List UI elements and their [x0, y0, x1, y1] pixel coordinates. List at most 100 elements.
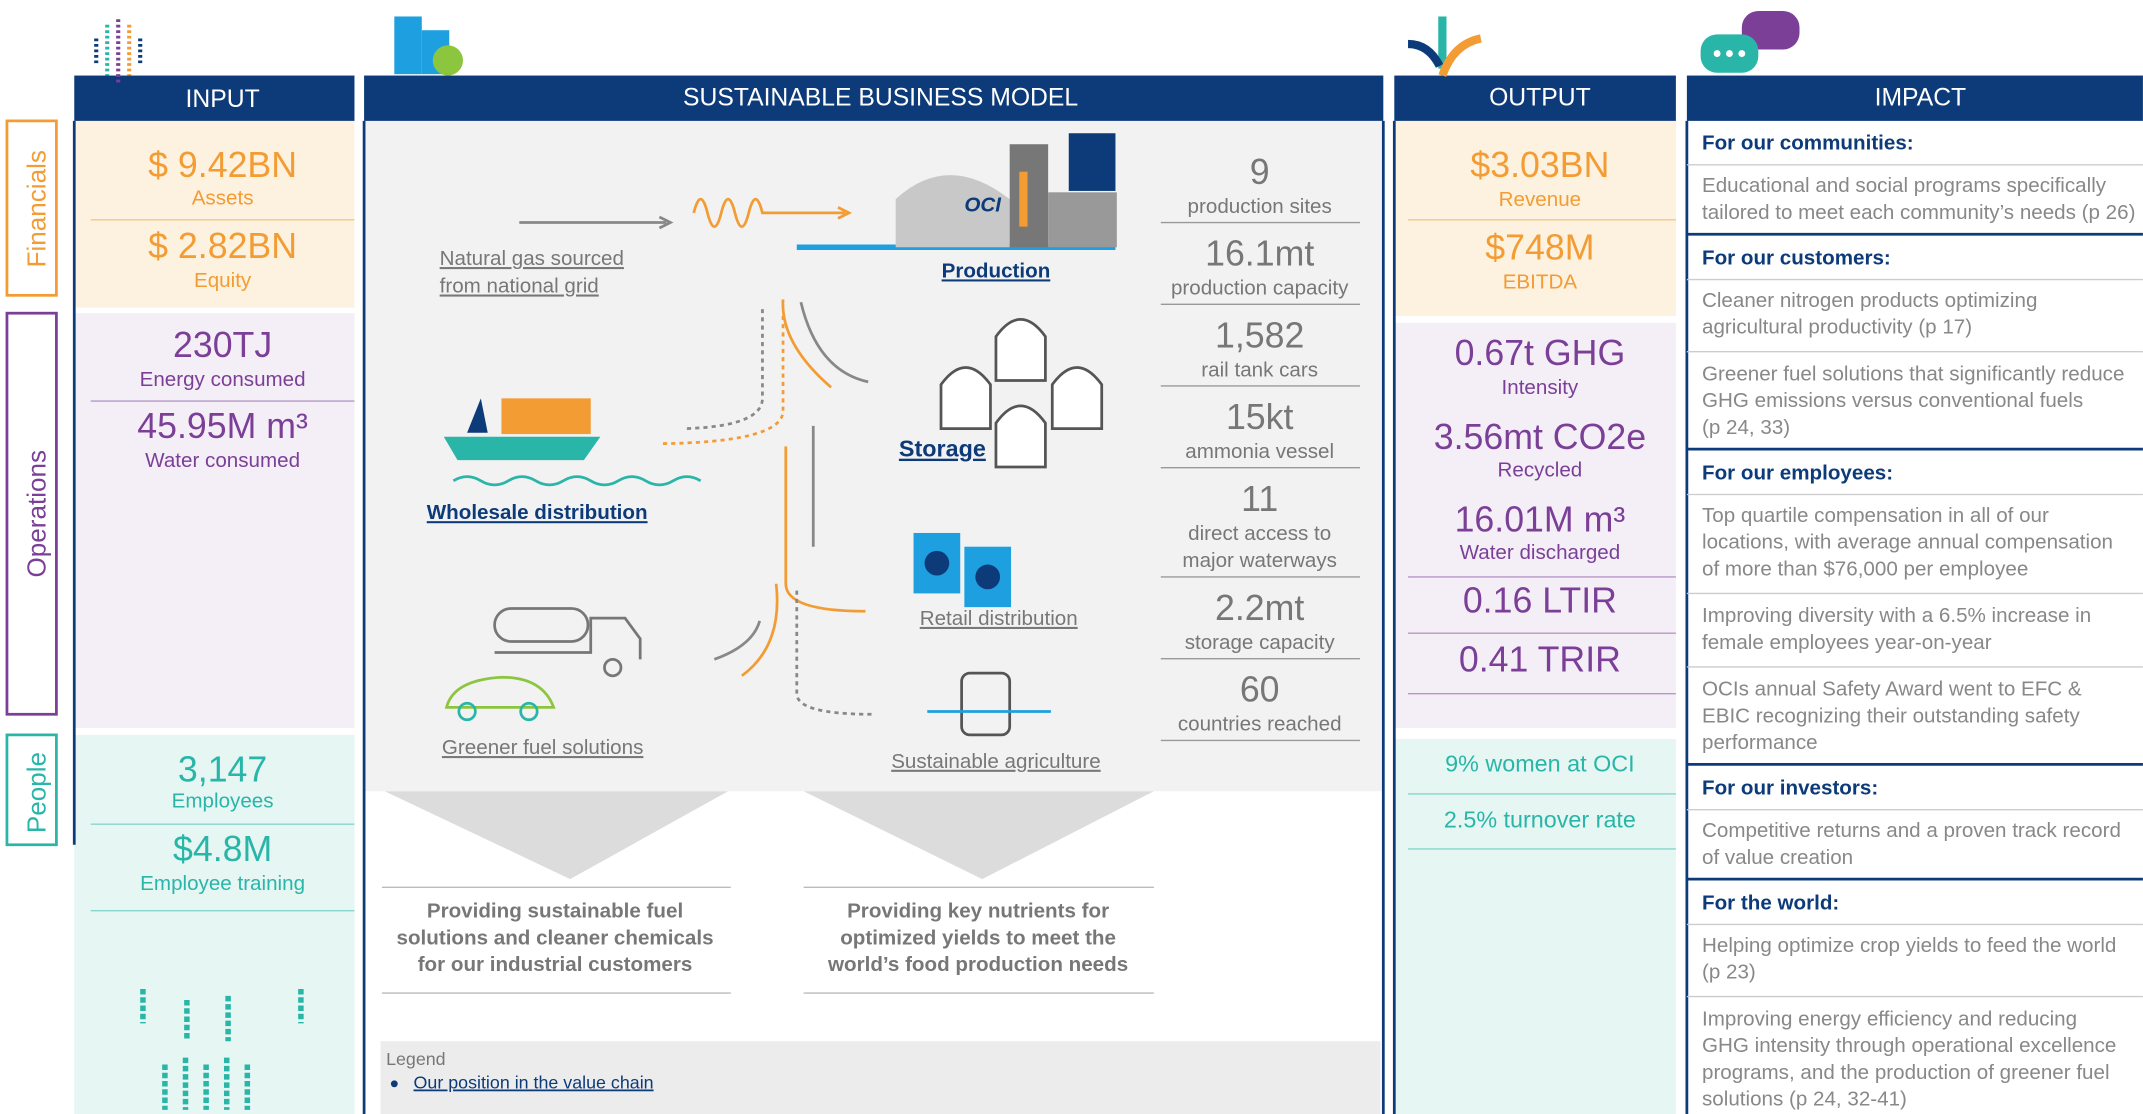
- stat-label: ammonia vessel: [1185, 440, 1334, 463]
- stat-label: major waterways: [1182, 549, 1337, 572]
- truck-icon: [444, 607, 642, 722]
- impact-text: Cleaner nitrogen products optimizing: [1702, 289, 2037, 312]
- metric-label: Employees: [172, 790, 274, 813]
- metric-value: 16.01M m³: [1455, 499, 1626, 539]
- metric-label: Intensity: [1502, 376, 1579, 399]
- metric-value: 0.16 LTIR: [1463, 580, 1617, 620]
- impact-text: performance: [1702, 731, 1818, 754]
- impact-text: (p 24, 33): [1702, 416, 1790, 439]
- metric-label: Energy consumed: [140, 368, 306, 391]
- node-label: Natural gas sourced: [440, 247, 624, 270]
- people-bg: [74, 734, 355, 1114]
- metric-value: 2.5% turnover rate: [1444, 807, 1636, 833]
- metric-value: 230TJ: [173, 325, 272, 365]
- header: INPUT: [186, 86, 260, 113]
- output-ops-bg: [1394, 322, 1676, 729]
- impact-text: Greener fuel solutions that significantl…: [1702, 362, 2124, 385]
- output-fin-bg: [1394, 120, 1676, 316]
- outcome-text: optimized yields to meet the: [840, 926, 1116, 949]
- metric-label: Revenue: [1499, 188, 1581, 211]
- impact-text: EBIC recognizing their outstanding safet…: [1702, 704, 2080, 727]
- legend-item: Our position in the value chain: [414, 1072, 654, 1092]
- impact-text: OCIs annual Safety Award went to EFC &: [1702, 678, 2082, 701]
- node-label: from national grid: [440, 275, 599, 298]
- impact-heading: For our investors:: [1702, 777, 1878, 800]
- metric-label: Assets: [192, 187, 254, 210]
- node-label: Greener fuel solutions: [442, 736, 643, 759]
- node-label: Production: [942, 259, 1051, 282]
- tractor-icon: [927, 671, 1051, 737]
- impact-text: Competitive returns and a proven track r…: [1702, 819, 2121, 842]
- side-label: Financials: [21, 150, 51, 267]
- metric-label: Water discharged: [1460, 541, 1621, 564]
- wheat-icons: [140, 989, 304, 1110]
- impact-icon: [1700, 10, 1800, 73]
- metric-value: $ 9.42BN: [148, 145, 297, 185]
- people-bar: [5, 733, 58, 847]
- model-icon: [394, 16, 463, 76]
- impact-text: of value creation: [1702, 846, 1853, 869]
- metric-label: Recycled: [1498, 459, 1583, 482]
- impact-heading: For our communities:: [1702, 132, 1914, 155]
- financials-bar: [5, 119, 58, 297]
- stat-value: 60: [1240, 670, 1280, 710]
- output-people-bg: [1394, 739, 1676, 1114]
- side-label: Operations: [21, 450, 51, 578]
- ship-icon: [443, 398, 702, 487]
- impact-text: locations, with average annual compensat…: [1702, 531, 2113, 554]
- stat-value: 2.2mt: [1215, 588, 1304, 628]
- svg-text:OCI: OCI: [964, 193, 1002, 216]
- impact-text: programs, and the production of greener …: [1702, 1061, 2110, 1084]
- stat-label: storage capacity: [1185, 631, 1336, 654]
- metric-label: Employee training: [140, 872, 305, 895]
- financials-bg: [74, 120, 355, 308]
- node-label: Sustainable agriculture: [891, 750, 1101, 773]
- stat-value: 9: [1250, 152, 1270, 192]
- header-bar: [74, 75, 355, 121]
- side-label: People: [21, 752, 51, 833]
- impact-text: (p 23): [1702, 961, 1756, 984]
- chevron: [384, 791, 729, 880]
- header: IMPACT: [1875, 84, 1967, 111]
- output-icon: [1407, 16, 1482, 78]
- header-bar: [364, 75, 1384, 121]
- bags-icon: [913, 532, 1012, 608]
- impact-text: Improving energy efficiency and reducing: [1702, 1007, 2077, 1030]
- input-icon: [94, 19, 143, 83]
- impact-text: GHG emissions versus conventional fuels: [1702, 389, 2083, 412]
- legend-bullet: [390, 1080, 398, 1088]
- metric-value: $4.8M: [173, 829, 272, 869]
- impact-text: agricultural productivity (p 17): [1702, 316, 1972, 339]
- stat-label: direct access to: [1188, 522, 1331, 545]
- impact-text: Educational and social programs specific…: [1702, 174, 2107, 197]
- legend-title: Legend: [386, 1049, 446, 1069]
- stat-label: production capacity: [1171, 277, 1349, 300]
- metric-value: 0.41 TRIR: [1459, 640, 1621, 680]
- node-label: Wholesale distribution: [427, 501, 648, 524]
- node-label: Retail distribution: [920, 607, 1078, 630]
- outcome-text: solutions and cleaner chemicals: [397, 926, 714, 949]
- header-bar: [1686, 75, 2143, 121]
- impact-text: tailored to meet each community’s needs …: [1702, 201, 2135, 224]
- metric-value: 3.56mt CO2e: [1434, 417, 1646, 457]
- impact-text: of more than $76,000 per employee: [1702, 557, 2028, 580]
- impact-text: Improving diversity with a 6.5% increase…: [1702, 604, 2091, 627]
- node-label: Storage: [899, 436, 986, 462]
- impact-text: GHG intensity through operational excell…: [1702, 1034, 2116, 1057]
- header-bar: [1394, 75, 1676, 121]
- plant-icon: OCI: [895, 133, 1117, 248]
- metric-value: 3,147: [178, 749, 267, 789]
- stat-value: 15kt: [1226, 397, 1294, 437]
- stat-value: 1,582: [1215, 315, 1304, 355]
- outcome-text: for our industrial customers: [418, 953, 693, 976]
- stat-label: production sites: [1188, 195, 1332, 218]
- stat-label: countries reached: [1178, 713, 1342, 736]
- metric-value: 0.67t GHG: [1455, 333, 1626, 373]
- metric-label: Water consumed: [145, 449, 300, 472]
- stat-value: 11: [1241, 479, 1278, 519]
- impact-heading: For the world:: [1702, 891, 1839, 914]
- impact-text: female employees year-on-year: [1702, 631, 1992, 654]
- impact-text: Top quartile compensation in all of our: [1702, 504, 2049, 527]
- metric-value: $ 2.82BN: [148, 226, 297, 266]
